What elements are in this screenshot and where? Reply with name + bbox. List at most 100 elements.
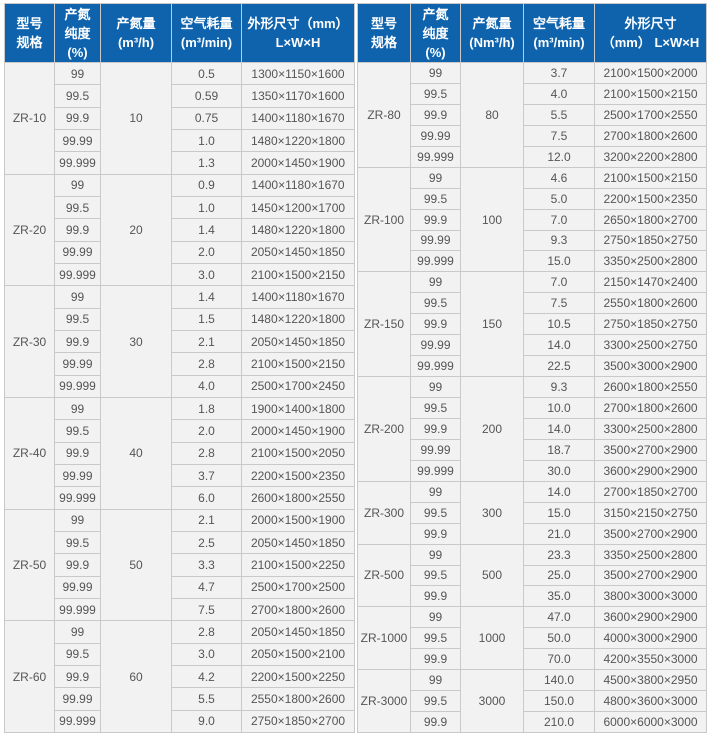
table-row: 99.5 25.0 3500×2700×2900 bbox=[358, 564, 707, 587]
purity-cell: 99 bbox=[410, 669, 461, 692]
purity-cell: 99.5 bbox=[410, 690, 461, 713]
table-row: 99.999 30.0 3600×2900×2900 bbox=[358, 459, 707, 482]
air-consumption-cell: 2.1 bbox=[171, 508, 242, 532]
table-row: 99.999 4.0 2500×1700×2450 bbox=[5, 374, 355, 398]
dimensions-cell: 1300×1150×1600 bbox=[241, 61, 355, 86]
purity-cell: 99.9 bbox=[54, 329, 101, 354]
air-consumption-cell: 1.8 bbox=[171, 396, 242, 421]
dimensions-cell: 2100×1500×2150 bbox=[594, 82, 707, 105]
air-consumption-cell: 1.4 bbox=[171, 218, 242, 242]
table-row: 99.9 2.8 2100×1500×2050 bbox=[5, 441, 355, 465]
dimensions-cell: 2600×1800×2550 bbox=[241, 486, 355, 510]
table-row: 99.99 2.0 2050×1450×1850 bbox=[5, 240, 355, 264]
dimensions-cell: 4500×3800×2950 bbox=[594, 669, 707, 692]
air-consumption-cell: 1.0 bbox=[171, 128, 242, 153]
purity-cell: 99 bbox=[410, 606, 461, 629]
header-line: 型号 bbox=[16, 16, 43, 31]
air-consumption-cell: 25.0 bbox=[523, 564, 595, 587]
table-row: 99.99 5.5 2550×1800×2600 bbox=[5, 687, 355, 711]
table-row: ZR-80 99 80 3.7 2100×1500×2000 bbox=[357, 62, 707, 168]
output-cell: 20 bbox=[100, 173, 172, 287]
purity-cell: 99.5 bbox=[54, 195, 101, 220]
dimensions-cell: 2050×1450×1850 bbox=[241, 240, 355, 264]
purity-cell: 99 bbox=[410, 376, 461, 398]
table-row: 99.5 150.0 4800×3600×3000 bbox=[358, 690, 707, 713]
purity-cell: 99.99 bbox=[54, 352, 101, 376]
table-row: 99.99 3.7 2200×1500×2350 bbox=[5, 463, 355, 488]
purity-cell: 99.5 bbox=[410, 292, 461, 315]
dimensions-cell: 3600×2900×2900 bbox=[594, 459, 707, 482]
air-consumption-cell: 35.0 bbox=[523, 585, 595, 608]
table-row: 99.99 2.8 2100×1500×2150 bbox=[5, 352, 355, 376]
table-row: ZR-200 99 200 9.3 2600×1800×2550 bbox=[357, 376, 707, 482]
dimensions-cell: 2150×1470×2400 bbox=[594, 271, 707, 294]
air-consumption-cell: 4.7 bbox=[171, 575, 242, 599]
purity-cell: 99 bbox=[410, 543, 461, 566]
header-purity: 产氮 纯度 (%) bbox=[54, 3, 101, 63]
model-cell: ZR-10 bbox=[4, 62, 55, 175]
table-row: 99.9 70.0 4200×3550×3000 bbox=[358, 648, 707, 671]
header-line: （mm） L×W×H bbox=[601, 35, 700, 50]
header-line: 纯度 bbox=[64, 25, 91, 41]
air-consumption-cell: 0.5 bbox=[171, 61, 242, 86]
model-cell: ZR-200 bbox=[357, 376, 411, 482]
dimensions-cell: 2100×1500×2150 bbox=[241, 352, 355, 376]
air-consumption-cell: 7.5 bbox=[523, 124, 595, 147]
air-consumption-cell: 2.8 bbox=[171, 441, 242, 465]
dimensions-cell: 3500×3000×2900 bbox=[594, 355, 707, 378]
header-line: 产氮量 bbox=[116, 16, 156, 31]
purity-cell: 99.9 bbox=[54, 553, 101, 577]
air-consumption-cell: 7.5 bbox=[171, 597, 242, 622]
header-output: 产氮量 (Nm³/h) bbox=[460, 3, 524, 63]
dimensions-cell: 2700×1850×2700 bbox=[594, 480, 707, 503]
dimensions-cell: 1400×1180×1670 bbox=[241, 285, 355, 309]
purity-cell: 99.999 bbox=[54, 709, 101, 733]
dimensions-cell: 3600×2900×2900 bbox=[594, 606, 707, 629]
dimensions-cell: 3300×2500×2800 bbox=[594, 417, 707, 440]
model-cell: ZR-3000 bbox=[357, 669, 411, 733]
dimensions-cell: 2550×1800×2600 bbox=[241, 687, 355, 711]
air-consumption-cell: 2.0 bbox=[171, 419, 242, 443]
purity-cell: 99.999 bbox=[54, 374, 101, 398]
dimensions-cell: 3800×3000×3000 bbox=[594, 585, 707, 608]
air-consumption-cell: 2.5 bbox=[171, 530, 242, 555]
table-row: 99.9 210.0 6000×6000×3000 bbox=[358, 711, 707, 733]
header-line: (m³/min) bbox=[533, 35, 585, 50]
table-row: 99.5 15.0 3150×2150×2750 bbox=[358, 501, 707, 524]
dimensions-cell: 3500×2700×2900 bbox=[594, 438, 707, 461]
purity-cell: 99.9 bbox=[410, 103, 461, 126]
header-line: 型号 bbox=[370, 16, 397, 31]
table-row: 99.9 3.3 2100×1500×2250 bbox=[5, 553, 355, 577]
purity-cell: 99.5 bbox=[54, 530, 101, 555]
air-consumption-cell: 18.7 bbox=[523, 438, 595, 461]
table-row: ZR-50 99 50 2.1 2000×1500×1900 bbox=[4, 508, 355, 622]
output-cell: 500 bbox=[460, 543, 524, 608]
dimensions-cell: 2750×1850×2750 bbox=[594, 229, 707, 252]
air-consumption-cell: 15.0 bbox=[523, 501, 595, 524]
output-cell: 10 bbox=[100, 62, 172, 175]
air-consumption-cell: 2.8 bbox=[171, 352, 242, 376]
model-cell: ZR-1000 bbox=[357, 606, 411, 671]
air-consumption-cell: 21.0 bbox=[523, 522, 595, 545]
table-row: ZR-20 99 20 0.9 1400×1180×1670 bbox=[4, 173, 355, 287]
model-cell: ZR-30 bbox=[4, 285, 55, 398]
air-consumption-cell: 2.1 bbox=[171, 329, 242, 354]
table-row: 99.999 12.0 3200×2200×2800 bbox=[358, 145, 707, 168]
purity-cell: 99.99 bbox=[410, 229, 461, 252]
table-row: ZR-1000 99 1000 47.0 3600×2900×2900 bbox=[357, 606, 707, 671]
dimensions-cell: 2500×1700×2500 bbox=[241, 575, 355, 599]
header-purity: 产氮 纯度 (%) bbox=[410, 3, 461, 63]
dimensions-cell: 2100×1500×2150 bbox=[594, 166, 707, 189]
air-consumption-cell: 3.7 bbox=[523, 62, 595, 84]
air-consumption-cell: 9.3 bbox=[523, 376, 595, 398]
table-row: 99.9 1.4 1480×1220×1800 bbox=[5, 218, 355, 242]
purity-cell: 99.9 bbox=[410, 313, 461, 336]
table-row: 99.5 3.0 2050×1500×2100 bbox=[5, 642, 355, 666]
purity-cell: 99 bbox=[54, 61, 101, 86]
dimensions-cell: 2100×1500×2150 bbox=[241, 262, 355, 287]
table-row: ZR-30 99 30 1.4 1400×1180×1670 bbox=[4, 285, 355, 398]
dimensions-cell: 4800×3600×3000 bbox=[594, 690, 707, 713]
table-row: 99.5 4.0 2100×1500×2150 bbox=[358, 82, 707, 105]
model-cell: ZR-80 bbox=[357, 62, 411, 168]
table-row: 99.9 4.2 2200×1500×2250 bbox=[5, 664, 355, 689]
